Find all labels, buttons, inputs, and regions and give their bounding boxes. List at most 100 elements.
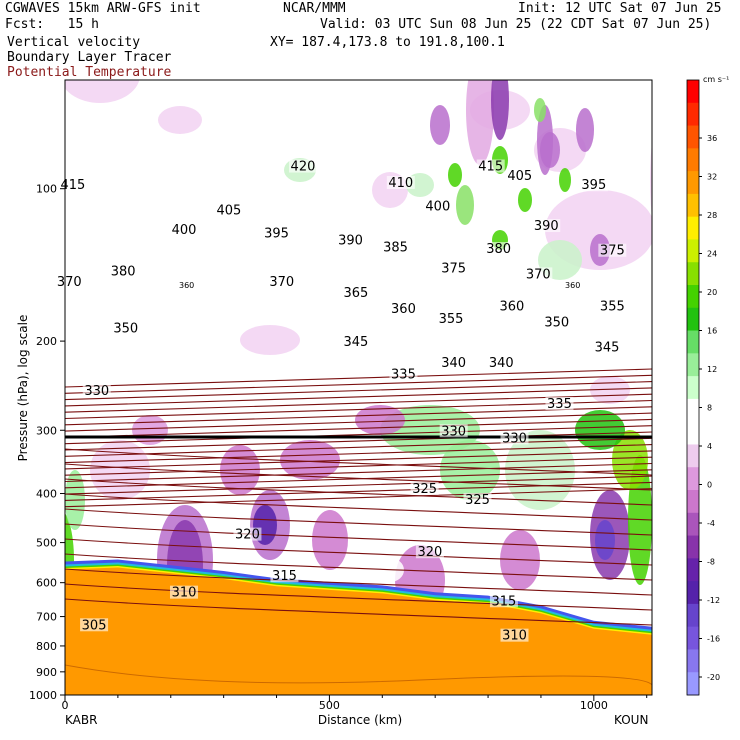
isentrope-label-bg-40 xyxy=(415,545,444,559)
y-tick-label-500: 500 xyxy=(36,537,57,550)
y-tick-label-300: 300 xyxy=(36,424,57,437)
tropopause-label-1: 360 xyxy=(179,281,194,290)
velocity-field xyxy=(0,80,652,615)
isentrope-label-22: 360 xyxy=(391,302,416,317)
isentrope-label-42: 315 xyxy=(492,594,517,609)
isentrope-upper-19 xyxy=(65,481,652,501)
isentrope-label-bg-14 xyxy=(109,264,138,278)
isentrope-label-bg-44 xyxy=(500,628,529,642)
colorbar-swatch-4 xyxy=(687,148,699,172)
isentrope-label-bg-41 xyxy=(270,569,299,583)
isentrope-label-27: 350 xyxy=(544,316,569,331)
isentrope-upper-8 xyxy=(65,412,652,432)
isentrope-label-15: 380 xyxy=(486,242,511,257)
field-label-potential-temperature: Potential Temperature xyxy=(7,65,172,80)
isentrope-upper-20 xyxy=(65,488,652,508)
velocity-blob-49 xyxy=(280,440,340,480)
y-tick-label-600: 600 xyxy=(36,577,57,590)
isentrope-label-bg-30 xyxy=(439,356,468,370)
isentrope-label-bg-26 xyxy=(111,321,140,335)
field-label-vertical-velocity: Vertical velocity xyxy=(7,35,141,50)
isentrope-label-bg-35 xyxy=(439,424,468,438)
velocity-blob-43 xyxy=(440,440,500,500)
colorbar-swatch-21 xyxy=(687,535,699,559)
isentrope-label-23: 360 xyxy=(499,299,524,314)
isentrope-label-3: 415 xyxy=(478,160,503,175)
isentrope-label-bg-23 xyxy=(497,299,526,313)
velocity-blob-27 xyxy=(456,185,474,225)
colorbar-label-11: -4 xyxy=(707,519,715,528)
isentrope-label-45: 305 xyxy=(82,618,107,633)
isentrope-label-bg-2 xyxy=(288,159,317,173)
isentrope-label-bg-31 xyxy=(487,356,516,370)
colorbar-swatch-27 xyxy=(687,672,699,696)
y-tick-label-200: 200 xyxy=(36,335,57,348)
colorbar-label-7: 12 xyxy=(707,365,717,374)
isentrope-upper-2 xyxy=(65,374,652,394)
isentrope-label-bg-32 xyxy=(389,367,418,381)
colorbar-label-13: -12 xyxy=(707,596,720,605)
isentrope-label-4: 410 xyxy=(388,176,413,191)
isentrope-label-10: 395 xyxy=(264,226,289,241)
isentrope-label-bg-19 xyxy=(267,274,296,288)
isentrope-label-bg-22 xyxy=(389,301,418,315)
isentrope-label-bg-17 xyxy=(598,243,627,257)
colorbar-label-1: 36 xyxy=(707,134,717,143)
isentrope-lower-6 xyxy=(65,523,652,551)
isentrope-label-7: 405 xyxy=(217,204,242,219)
isentrope-lower-7 xyxy=(65,538,652,566)
isentrope-label-bg-43 xyxy=(169,585,198,599)
isentrope-label-21: 365 xyxy=(343,286,368,301)
model-title: CGWAVES 15km ARW-GFS init xyxy=(5,1,201,16)
isentrope-lower-4 xyxy=(65,493,652,521)
isentrope-label-bg-27 xyxy=(542,315,571,329)
isentrope-upper-16 xyxy=(65,462,652,483)
isentrope-label-28: 345 xyxy=(343,335,368,350)
isentrope-label-2: 420 xyxy=(291,160,316,175)
y-tick-label-800: 800 xyxy=(36,640,57,653)
velocity-blob-19 xyxy=(537,105,553,175)
velocity-blob-47 xyxy=(575,410,625,450)
isentrope-label-44: 310 xyxy=(502,629,527,644)
isentrope-label-34: 330 xyxy=(84,384,109,399)
init-time: Init: 12 UTC Sat 07 Jun 25 xyxy=(518,1,722,16)
isentrope-label-39: 320 xyxy=(235,528,260,543)
isentrope-label-bg-12 xyxy=(532,219,561,233)
isentrope-label-bg-1 xyxy=(58,178,87,192)
velocity-blob-25 xyxy=(559,168,571,192)
colorbar-label-6: 16 xyxy=(707,327,717,336)
isentrope-label-bg-6 xyxy=(579,178,608,192)
isentrope-label-bg-25 xyxy=(598,299,627,313)
isentrope-label-16: 375 xyxy=(441,261,466,276)
velocity-blob-17 xyxy=(430,105,450,145)
colorbar-swatch-3 xyxy=(687,125,699,149)
y-tick-label-400: 400 xyxy=(36,488,57,501)
colorbar-swatch-24 xyxy=(687,603,699,628)
isentrope-label-35: 330 xyxy=(441,424,466,439)
endpoint-right: KOUN xyxy=(614,713,648,727)
terrain-band-5 xyxy=(65,567,652,695)
isentrope-label-bg-36 xyxy=(500,431,529,445)
isentrope-label-bg-29 xyxy=(593,340,622,354)
isentropes xyxy=(65,368,652,626)
isentrope-label-25: 355 xyxy=(600,299,625,314)
isentrope-label-18: 370 xyxy=(57,275,82,290)
y-tick-label-700: 700 xyxy=(36,611,57,624)
colorbar-swatch-12 xyxy=(687,330,699,354)
isentrope-label-29: 345 xyxy=(595,341,620,356)
isentrope-label-bg-11 xyxy=(336,233,365,247)
colorbar-swatch-2 xyxy=(687,102,699,127)
isentrope-upper-13 xyxy=(65,444,652,464)
colorbar-label-5: 20 xyxy=(707,288,717,297)
y-axis: 100 200 300 400 500 600 700 800 900 1000 xyxy=(29,183,65,702)
isentrope-label-24: 355 xyxy=(439,312,464,327)
isentrope-label-32: 335 xyxy=(391,368,416,383)
colorbar-label-10: 0 xyxy=(707,481,712,490)
colorbar-unit: cm s⁻¹ xyxy=(703,75,729,84)
org-label: NCAR/MMM xyxy=(283,1,346,16)
colorbar-label-2: 32 xyxy=(707,173,717,182)
velocity-blob-11 xyxy=(0,95,42,145)
colorbar-label-9: 4 xyxy=(707,442,712,451)
isentrope-lower-8 xyxy=(65,553,652,581)
